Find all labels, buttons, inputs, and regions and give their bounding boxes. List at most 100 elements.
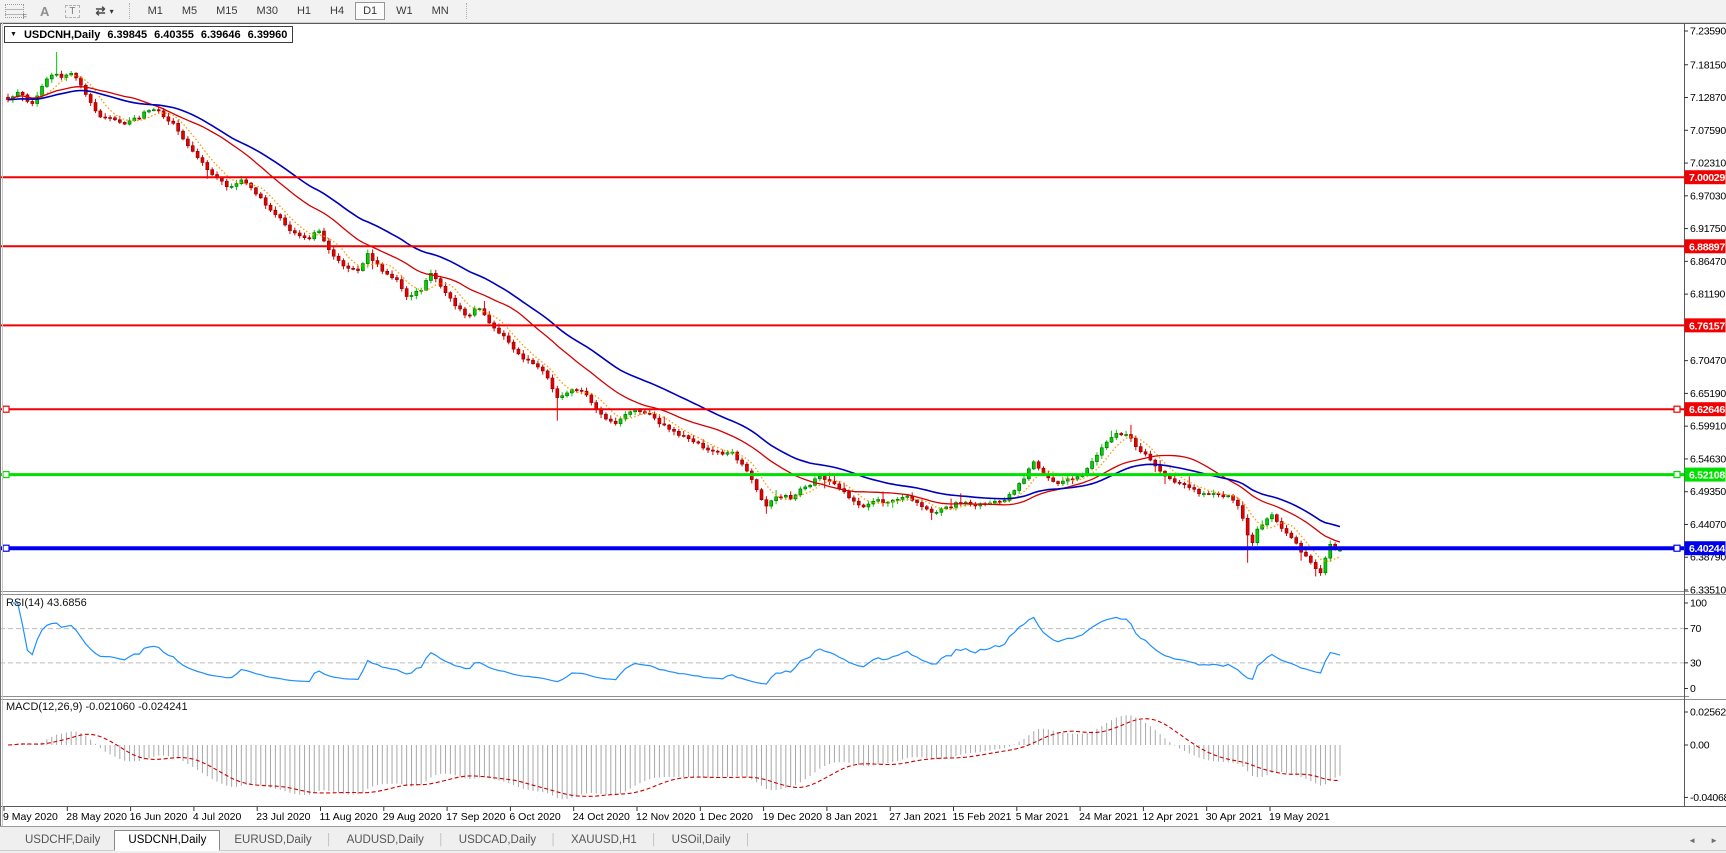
price-line-label: 6.88897 [1689, 241, 1725, 253]
chart-tab-audusd[interactable]: AUDUSD,Daily [346, 834, 424, 846]
price-axis-tick: 7.12870 [1690, 92, 1726, 104]
tab-scroll-right-button[interactable]: ► [1710, 836, 1718, 845]
chart-tab-usoil[interactable]: USOil,Daily [671, 834, 731, 846]
chart-tab-xauusd[interactable]: XAUUSD,H1 [570, 834, 637, 846]
hline-handle[interactable] [2, 470, 10, 479]
price-line-label-box [1684, 541, 1726, 556]
tab-separator: │ [325, 834, 333, 846]
time-axis-label: 12 Nov 2020 [636, 811, 696, 823]
ma-ema34-line [7, 89, 1341, 528]
time-axis-label: 29 Aug 2020 [383, 811, 442, 823]
time-axis-label: 24 Oct 2020 [573, 811, 630, 823]
price-axis-tick: 6.91750 [1690, 223, 1726, 235]
timeframe-button-m1[interactable]: M1 [147, 5, 163, 17]
price-axis-tick: 7.18150 [1690, 59, 1726, 71]
rsi-axis-tick: 0 [1690, 683, 1696, 695]
font-tool-button[interactable]: A [40, 3, 50, 19]
low-value: 6.39646 [200, 28, 241, 41]
rsi-label: RSI(14) 43.6856 [6, 597, 87, 609]
rsi-axis-tick: 100 [1690, 598, 1707, 610]
ma-sma6-line [7, 74, 1341, 563]
macd-axis-tick: -0.040687 [1690, 792, 1726, 804]
chart-tab-bar: USDCHF,Daily USDCNH,Daily EURUSD,Daily │ AUD… [0, 826, 1726, 853]
hline-handle[interactable] [2, 544, 10, 552]
time-axis[interactable]: 9 May 2020 28 May 2020 16 Jun 2020 4 Jul 20… [3, 807, 1330, 823]
close-value: 6.39960 [247, 28, 288, 41]
toolbar-separator [465, 3, 468, 19]
price-line-label: 7.00029 [1689, 172, 1725, 184]
time-axis-label: 8 Jan 2021 [826, 811, 878, 823]
macd-axis-tick: 0.00 [1690, 740, 1710, 752]
time-axis-label: 23 Jul 2020 [256, 811, 310, 823]
timeframe-group: M1 M5 M15 M30 H1 H4 D1 W1 MN [140, 2, 457, 20]
price-axis-tick: 6.33510 [1690, 585, 1726, 597]
open-value: 6.39845 [107, 28, 148, 41]
price-axis[interactable]: 7.23590 7.18150 7.12870 7.07590 7.02310 6.970… [1684, 26, 1726, 597]
price-line-label: 6.62646 [1689, 404, 1725, 416]
macd-signal-line [7, 718, 1341, 797]
time-axis-label: 19 May 2021 [1269, 811, 1330, 823]
rsi-axis: 100 70 30 0 [1684, 598, 1707, 695]
toolbar-separator [128, 3, 131, 19]
price-line-label: 6.76157 [1689, 320, 1725, 332]
price-line-label: 6.40244 [1689, 543, 1725, 555]
price-axis-tick: 6.65190 [1690, 388, 1726, 400]
timeframe-button-w1[interactable]: W1 [396, 5, 413, 17]
time-axis-label: 16 Jun 2020 [130, 811, 188, 823]
time-axis-label: 15 Feb 2021 [953, 811, 1012, 823]
timeframe-button-m5[interactable]: M5 [181, 5, 198, 17]
top-toolbar: A T ⇄ ▾ M1 M5 M15 M30 H1 H4 D1 W1 MN [0, 0, 1726, 23]
chart-tab-eurusd[interactable]: EURUSD,Daily [234, 834, 312, 846]
rsi-axis-tick: 70 [1690, 623, 1702, 635]
chart-title: ▼ USDCNH,Daily 6.39845 6.40355 6.39646 6… [4, 26, 294, 43]
price-line-label-box [1684, 239, 1726, 254]
oneclick-dropdown-icon[interactable]: ▼ [10, 31, 17, 38]
price-axis-tick: 6.70470 [1690, 355, 1726, 367]
candles-layer [6, 52, 1342, 577]
price-line-label-box [1684, 402, 1726, 417]
time-axis-label: 19 Dec 2020 [763, 811, 823, 823]
hline-handle[interactable] [1673, 405, 1681, 413]
price-line-label-box [1684, 170, 1726, 185]
timeframe-button-m30[interactable]: M30 [256, 5, 278, 17]
horizontal-lines-layer [0, 176, 1684, 552]
timeframe-button-mn[interactable]: MN [431, 5, 449, 17]
timeframe-button-m15[interactable]: M15 [216, 5, 238, 17]
chart-tab-usdcnh[interactable]: USDCNH,Daily [114, 830, 221, 851]
macd-axis-tick: 0.025623 [1690, 706, 1726, 718]
price-axis-tick: 6.81190 [1690, 289, 1726, 301]
time-axis-label: 24 Mar 2021 [1079, 811, 1138, 823]
chevron-down-icon[interactable]: ▾ [109, 6, 114, 16]
time-axis-label: 11 Aug 2020 [320, 811, 378, 823]
macd-axis: 0.025623 0.00 -0.040687 [1684, 706, 1726, 804]
time-axis-label: 5 Mar 2021 [1016, 811, 1069, 823]
price-line-label: 6.52108 [1689, 470, 1725, 482]
text-label-tool-button[interactable]: T [65, 4, 80, 18]
timeframe-button-h4[interactable]: H4 [330, 5, 345, 17]
macd-label: MACD(12,26,9) -0.021060 -0.024241 [6, 701, 188, 713]
chart-tab-usdchf[interactable]: USDCHF,Daily [25, 834, 101, 846]
timeframe-button-d1[interactable]: D1 [355, 2, 386, 20]
macd-layer [7, 715, 1341, 800]
object-arrows-icon[interactable]: ⇄ [95, 4, 106, 18]
ma-sma20-line [7, 86, 1341, 543]
hline-handle[interactable] [1673, 470, 1681, 479]
dock-grip-icon[interactable] [5, 4, 27, 21]
hline-handle[interactable] [2, 405, 10, 413]
tab-scroll-arrows: ◄ ► [1688, 836, 1718, 845]
hline-handle[interactable] [1673, 544, 1681, 552]
time-axis-label: 17 Sep 2020 [446, 811, 506, 823]
price-axis-tick: 7.23590 [1690, 26, 1726, 38]
timeframe-button-h1[interactable]: H1 [296, 5, 312, 17]
price-line-label-box [1684, 318, 1726, 333]
rsi-axis-tick: 30 [1690, 657, 1702, 669]
tab-separator: │ [550, 834, 557, 846]
time-axis-label: 27 Jan 2021 [889, 811, 947, 823]
tab-scroll-left-button[interactable]: ◄ [1688, 836, 1697, 845]
price-axis-tick: 6.44070 [1690, 519, 1726, 531]
price-axis-tick: 7.07590 [1690, 125, 1726, 137]
chart-frame [0, 23, 1726, 826]
chart-tab-usdcad[interactable]: USDCAD,Daily [458, 834, 537, 846]
time-axis-label: 12 Apr 2021 [1142, 811, 1199, 823]
